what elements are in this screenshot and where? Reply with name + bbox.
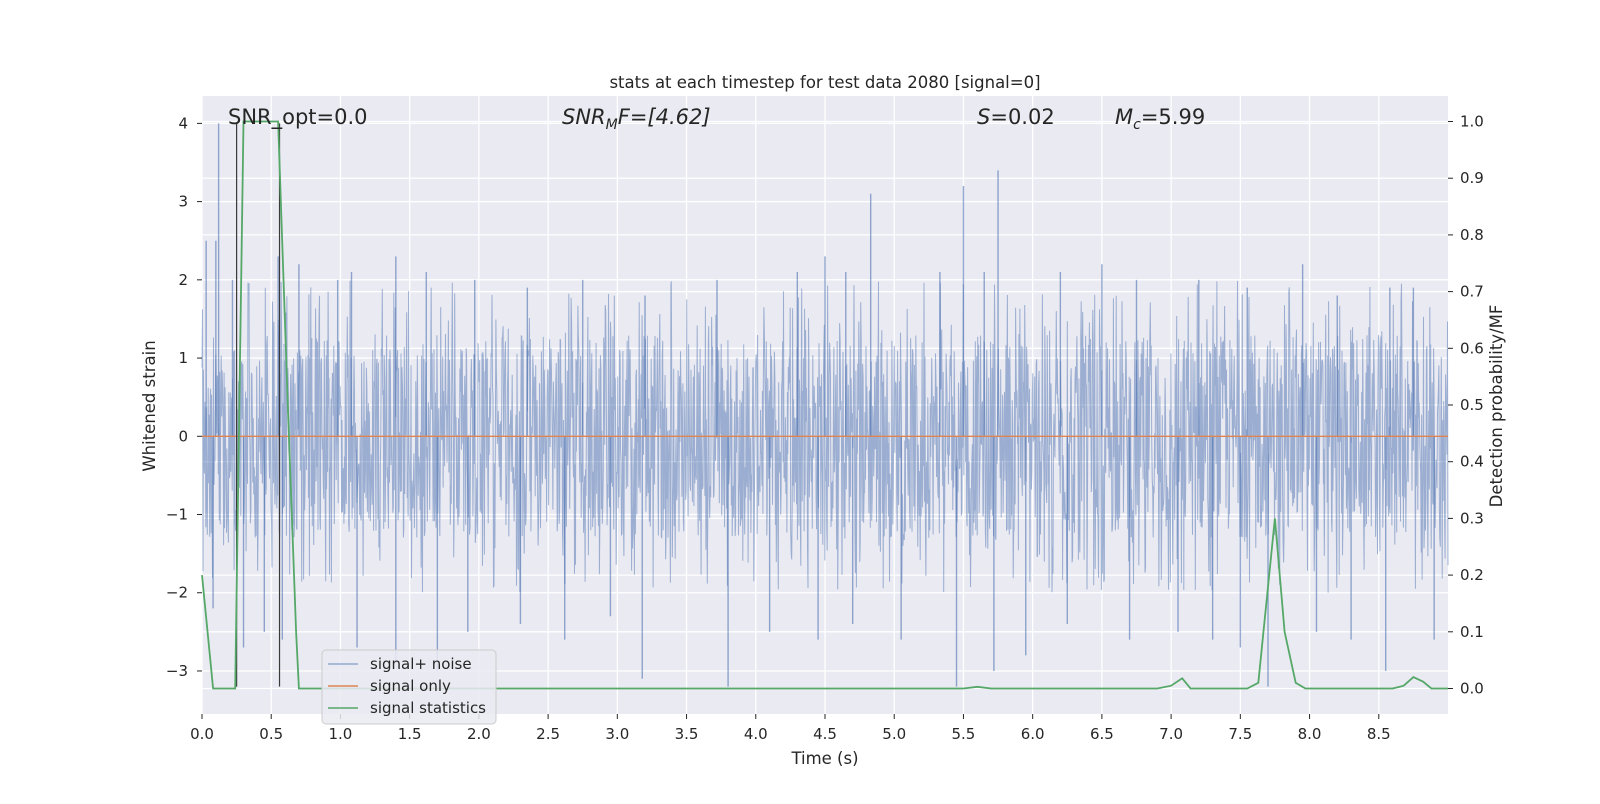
y-tick-label-left: −1: [166, 506, 188, 524]
x-tick-label: 7.5: [1228, 725, 1252, 743]
x-tick-label: 2.0: [467, 725, 491, 743]
legend-label-signal-only: signal only: [370, 677, 451, 695]
y-tick-label-right: 0.0: [1460, 679, 1484, 697]
y-tick-label-left: 4: [178, 114, 188, 132]
axis-ticks: 0.0 0.5 1.0 1.5 2.0 2.5 3.0 3.5 4.0 4.5 5.0 5.5 6.0 6…: [166, 113, 1484, 743]
signal-statistics-trace: [201, 120, 1448, 690]
x-tick-label: 4.5: [813, 725, 837, 743]
y-tick-label-right: 0.3: [1460, 509, 1484, 527]
s-annotation: S=0.02: [977, 105, 1055, 129]
snr-opt-annotation: SNR_opt=0.0: [228, 105, 368, 130]
x-tick-label: 1.5: [398, 725, 422, 743]
s-variable: S: [977, 105, 990, 129]
x-tick-label: 1.0: [329, 725, 353, 743]
snr-mf-annotation: SNRMF=[4.62]: [562, 105, 711, 133]
x-tick-label: 0.5: [259, 725, 283, 743]
snr-mf-value: F=[4.62]: [618, 105, 711, 129]
mc-sub: c: [1133, 117, 1141, 133]
x-tick-label: 5.5: [952, 725, 976, 743]
y-tick-label-right: 1.0: [1460, 113, 1484, 131]
y-tick-label-right: 0.5: [1460, 396, 1484, 414]
x-tick-label: 7.0: [1159, 725, 1183, 743]
x-tick-label: 3.5: [675, 725, 699, 743]
legend: signal+ noise signal only signal statist…: [321, 649, 497, 725]
mc-value: =5.99: [1141, 105, 1205, 129]
x-tick-label: 2.5: [536, 725, 560, 743]
y-tick-label-left: 2: [178, 271, 188, 289]
signal-noise-trace: [201, 123, 1449, 687]
snr-mf-sub: M: [606, 117, 618, 133]
legend-box: [321, 649, 497, 725]
y-tick-label-right: 0.6: [1460, 339, 1484, 357]
y-tick-label-left: −2: [166, 584, 188, 602]
y-tick-label-right: 0.2: [1460, 566, 1484, 584]
x-tick-label: 3.0: [605, 725, 629, 743]
x-tick-label: 8.5: [1367, 725, 1391, 743]
y-axis-label-right: Detection probability/MF: [1487, 305, 1506, 508]
x-tick-label: 6.5: [1090, 725, 1114, 743]
legend-label-signal-noise: signal+ noise: [370, 655, 472, 673]
y-tick-label-left: −3: [166, 662, 188, 680]
snr-mf-base: SNR: [562, 105, 606, 129]
y-tick-label-right: 0.4: [1460, 453, 1484, 471]
x-axis-label: Time (s): [790, 749, 858, 768]
legend-label-signal-statistics: signal statistics: [370, 699, 486, 717]
y-axis-label-left: Whitened strain: [140, 340, 159, 471]
x-tick-label: 8.0: [1298, 725, 1322, 743]
y-tick-label-right: 0.7: [1460, 283, 1484, 301]
y-tick-label-left: 3: [178, 193, 188, 211]
y-tick-label-left: 1: [178, 349, 188, 367]
x-tick-label: 0.0: [190, 725, 214, 743]
mc-annotation: Mc=5.99: [1115, 105, 1205, 133]
y-tick-label-right: 0.8: [1460, 226, 1484, 244]
chart-title: stats at each timestep for test data 208…: [609, 73, 1040, 92]
signal-statistics-line: [201, 120, 1448, 690]
y-tick-label-left: 0: [178, 427, 188, 445]
y-tick-label-right: 0.9: [1460, 169, 1484, 187]
x-tick-label: 6.0: [1021, 725, 1045, 743]
y-tick-label-right: 0.1: [1460, 623, 1484, 641]
x-tick-label: 4.0: [744, 725, 768, 743]
mc-base: M: [1115, 105, 1133, 129]
x-tick-label: 5.0: [882, 725, 906, 743]
s-value: =0.02: [990, 105, 1054, 129]
